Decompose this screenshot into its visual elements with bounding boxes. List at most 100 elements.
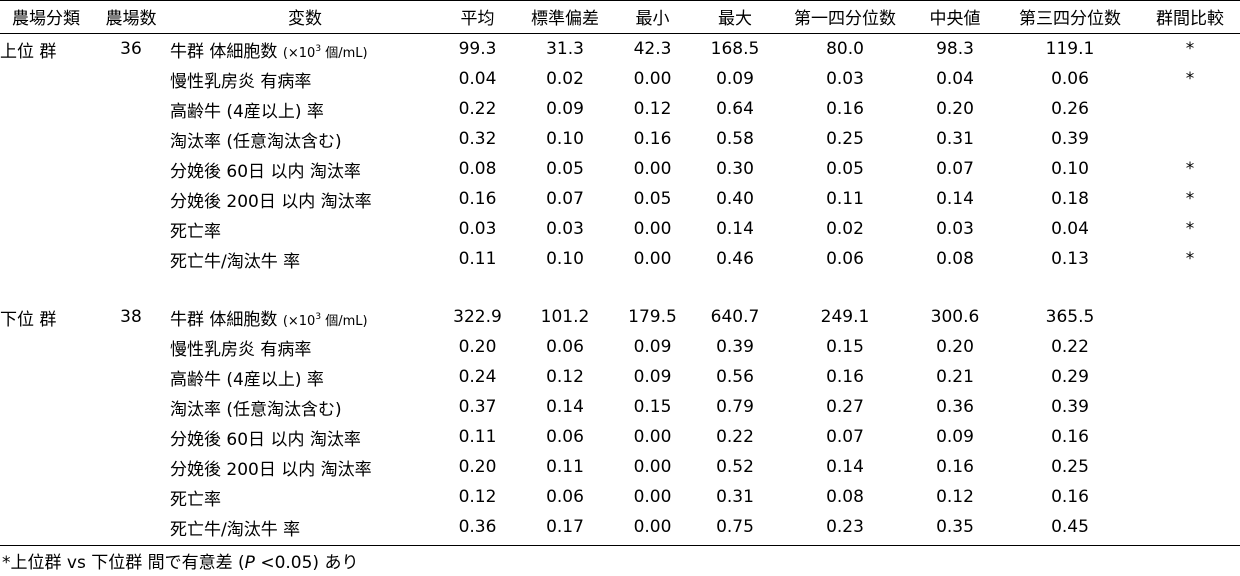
- max-cell: 0.31: [716, 487, 754, 507]
- footnote-text: *上位群 vs 下位群 間で有意差 (: [2, 553, 245, 573]
- median-cell: 0.36: [936, 397, 974, 417]
- mean-cell: 0.20: [458, 457, 497, 477]
- q3-cell: 0.29: [1051, 367, 1089, 387]
- min-cell: 0.00: [633, 219, 672, 239]
- variable-cell: 高齢牛 (4産以上) 率: [170, 94, 440, 124]
- variable-name: 分娩後 60日 以内 淘汰率: [170, 161, 361, 182]
- max-cell: 0.14: [716, 219, 754, 239]
- group-label-cell: [0, 452, 92, 482]
- group-label-cell: [0, 184, 92, 214]
- group-label-cell: [0, 362, 92, 392]
- median-cell: 0.03: [936, 219, 974, 239]
- q3-cell: 0.26: [1051, 99, 1089, 119]
- median-cell: 0.20: [936, 99, 974, 119]
- mean-cell: 0.36: [458, 517, 497, 537]
- group-label-cell: [0, 392, 92, 422]
- q1-cell: 0.03: [826, 69, 864, 89]
- median-cell: 98.3: [936, 39, 974, 59]
- variable-name: 分娩後 60日 以内 淘汰率: [170, 429, 361, 450]
- table-bottom-rule: [0, 545, 1240, 546]
- farm-count-cell: [92, 332, 170, 362]
- variable-cell: 死亡牛/淘汰牛 率: [170, 244, 440, 274]
- header-mean: 平均: [440, 0, 515, 34]
- sd-cell: 0.06: [546, 487, 584, 507]
- farm-count-cell: [92, 64, 170, 94]
- header-group-comparison: 群間比較: [1140, 0, 1240, 34]
- table-row: 分娩後 60日 以内 淘汰率 0.08 0.05 0.00 0.30 0.05 0.07 0.…: [0, 154, 1240, 184]
- mean-cell: 0.12: [458, 487, 497, 507]
- group-spacer-row: [0, 274, 1240, 302]
- q1-cell: 0.05: [826, 159, 864, 179]
- variable-name: 高齢牛 (4産以上) 率: [170, 101, 324, 122]
- median-cell: 0.04: [936, 69, 974, 89]
- significance-cell: [1140, 452, 1240, 482]
- variable-name: 死亡率: [170, 489, 221, 510]
- max-cell: 0.56: [716, 367, 754, 387]
- min-cell: 0.12: [633, 99, 672, 119]
- group-label-cell: [0, 154, 92, 184]
- median-cell: 300.6: [930, 307, 980, 327]
- variable-cell: 淘汰率 (任意淘汰含む): [170, 392, 440, 422]
- unit-prefix: (×10: [282, 45, 316, 61]
- table-body: 上位 群 36 牛群 体細胞数 (×103 個/mL) 99.3 31.3 42.3 168…: [0, 34, 1240, 543]
- mean-cell: 0.04: [458, 69, 497, 89]
- farm-count-cell: [92, 422, 170, 452]
- q1-cell: 0.27: [826, 397, 864, 417]
- group-label-cell: [0, 512, 92, 542]
- spacer-cell: [0, 274, 1240, 302]
- q3-cell: 0.39: [1051, 129, 1089, 149]
- q1-cell: 249.1: [820, 307, 870, 327]
- table-row: 淘汰率 (任意淘汰含む) 0.32 0.10 0.16 0.58 0.25 0.31 0.39: [0, 124, 1240, 154]
- unit-prefix: (×10: [282, 313, 316, 329]
- farm-count-cell: [92, 184, 170, 214]
- q3-cell: 0.06: [1051, 69, 1089, 89]
- min-cell: 0.09: [633, 367, 672, 387]
- min-cell: 0.15: [633, 397, 672, 417]
- min-cell: 0.00: [633, 457, 672, 477]
- median-cell: 0.12: [936, 487, 974, 507]
- min-cell: 179.5: [628, 307, 677, 327]
- variable-name: 淘汰率 (任意淘汰含む): [170, 131, 342, 152]
- variable-cell: 慢性乳房炎 有病率: [170, 332, 440, 362]
- variable-cell: 淘汰率 (任意淘汰含む): [170, 124, 440, 154]
- table-row: 慢性乳房炎 有病率 0.20 0.06 0.09 0.39 0.15 0.20 0.22: [0, 332, 1240, 362]
- q1-cell: 0.02: [826, 219, 864, 239]
- q3-cell: 0.25: [1051, 457, 1089, 477]
- sd-cell: 0.09: [546, 99, 584, 119]
- significance-cell: [1140, 362, 1240, 392]
- farm-count-cell: [92, 94, 170, 124]
- header-median: 中央値: [910, 0, 1000, 34]
- significance-cell: *: [1185, 159, 1195, 179]
- table-row: 分娩後 200日 以内 淘汰率 0.16 0.07 0.05 0.40 0.11 0.14 0…: [0, 184, 1240, 214]
- variable-name: 分娩後 200日 以内 淘汰率: [170, 459, 372, 480]
- farm-count-cell: [92, 124, 170, 154]
- q1-cell: 0.11: [826, 189, 864, 209]
- min-cell: 0.05: [633, 189, 672, 209]
- table-row: 高齢牛 (4産以上) 率 0.24 0.12 0.09 0.56 0.16 0.21 0.29: [0, 362, 1240, 392]
- variable-name: 高齢牛 (4産以上) 率: [170, 369, 324, 390]
- min-cell: 0.00: [633, 487, 672, 507]
- group-label-cell: [0, 64, 92, 94]
- median-cell: 0.31: [936, 129, 974, 149]
- farm-count-cell: [92, 512, 170, 542]
- group-label-cell: [0, 482, 92, 512]
- farm-count-cell: [92, 392, 170, 422]
- significance-cell: *: [1185, 39, 1195, 59]
- sd-cell: 31.3: [546, 39, 584, 59]
- sd-cell: 0.12: [546, 367, 584, 387]
- group-label-cell: 上位 群: [0, 41, 57, 62]
- median-cell: 0.09: [936, 427, 974, 447]
- sd-cell: 0.06: [546, 427, 584, 447]
- median-cell: 0.16: [936, 457, 974, 477]
- median-cell: 0.20: [936, 337, 974, 357]
- group-label-cell: [0, 422, 92, 452]
- variable-name: 死亡率: [170, 221, 221, 242]
- sd-cell: 0.10: [546, 249, 584, 269]
- group-label-cell: [0, 244, 92, 274]
- max-cell: 0.46: [716, 249, 754, 269]
- median-cell: 0.35: [936, 517, 974, 537]
- header-variable: 変数: [170, 0, 440, 34]
- farm-count-cell: 38: [120, 307, 142, 327]
- max-cell: 640.7: [710, 307, 760, 327]
- table-row: 死亡牛/淘汰牛 率 0.11 0.10 0.00 0.46 0.06 0.08 0.13 *: [0, 244, 1240, 274]
